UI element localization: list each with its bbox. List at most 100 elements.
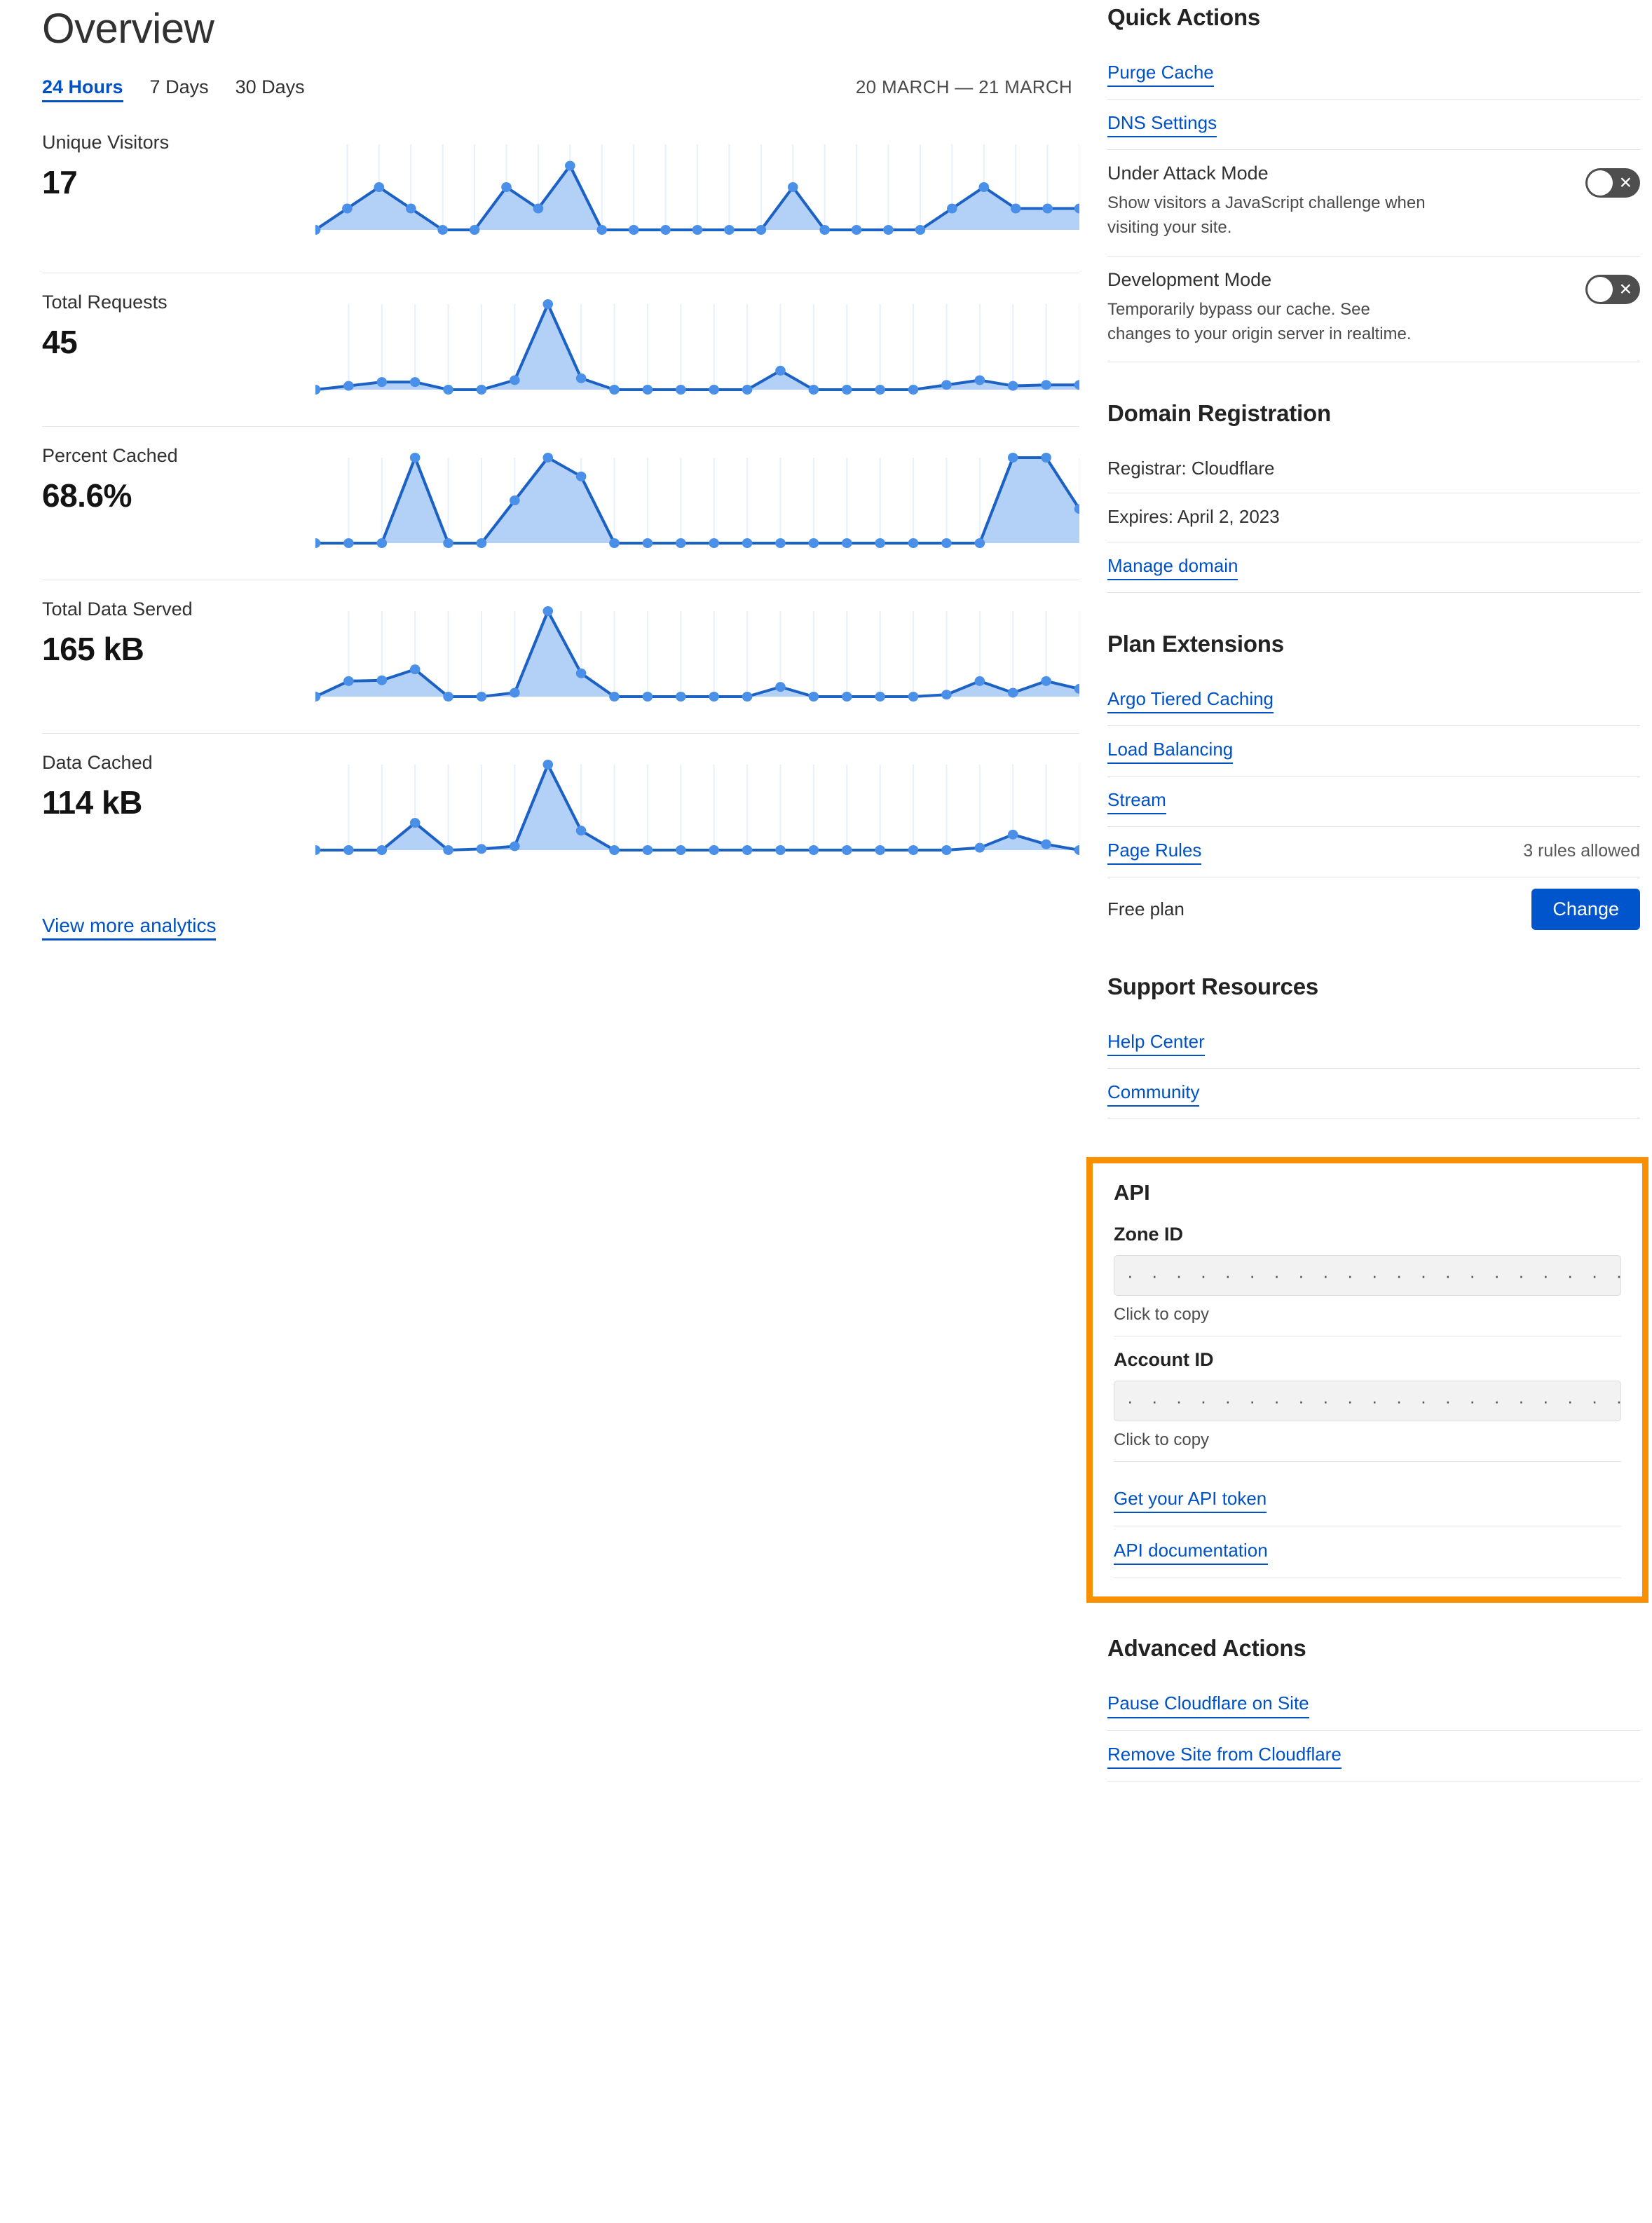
support-row-help-center: Help Center xyxy=(1107,1018,1640,1069)
advanced-actions-panel: Advanced Actions Pause Cloudflare on Sit… xyxy=(1107,1635,1640,1781)
plan-extensions-title: Plan Extensions xyxy=(1107,630,1284,657)
metric-text: Data Cached 114 kB xyxy=(42,749,315,821)
under-attack-mode-row: Under Attack Mode Show visitors a JavaSc… xyxy=(1107,150,1640,256)
metric-value: 17 xyxy=(42,164,78,200)
zone-id-field: Zone ID · · · · · · · · · · · · · · · · … xyxy=(1114,1224,1621,1337)
plan-row-argo-tiered-caching: Argo Tiered Caching xyxy=(1107,676,1640,726)
expires-row: Expires: April 2, 2023 xyxy=(1107,493,1640,542)
get-api-token-link[interactable]: Get your API token xyxy=(1114,1486,1267,1514)
development-mode-row: Development Mode Temporarily bypass our … xyxy=(1107,256,1640,363)
toggle-off-icon: ✕ xyxy=(1618,173,1632,192)
development-mode-description: Temporarily bypass our cache. See change… xyxy=(1107,299,1412,343)
advanced-row-pause: Pause Cloudflare on Site xyxy=(1107,1680,1640,1731)
metric-row-percent-cached: Percent Cached 68.6% xyxy=(42,427,1079,580)
metric-value: 114 kB xyxy=(42,784,142,821)
metric-row-unique-visitors: Unique Visitors 17 xyxy=(42,125,1079,273)
metric-value: 165 kB xyxy=(42,631,144,667)
api-title: API xyxy=(1114,1180,1150,1205)
toggle-knob xyxy=(1588,276,1613,302)
change-plan-button[interactable]: Change xyxy=(1531,889,1640,931)
metric-label: Percent Cached xyxy=(42,445,178,466)
plan-row-load-balancing: Load Balancing xyxy=(1107,726,1640,777)
toggle-off-icon: ✕ xyxy=(1618,280,1632,299)
account-id-copy-hint: Click to copy xyxy=(1114,1421,1621,1463)
metric-value: 68.6% xyxy=(42,477,132,514)
stream-link[interactable]: Stream xyxy=(1107,788,1166,814)
domain-registration-title: Domain Registration xyxy=(1107,400,1331,427)
manage-domain-link[interactable]: Manage domain xyxy=(1107,554,1238,580)
under-attack-mode-description: Show visitors a JavaScript challenge whe… xyxy=(1107,193,1426,237)
page-rules-allowance: 3 rules allowed xyxy=(1523,840,1640,861)
quick-actions-panel: Quick Actions Purge Cache DNS Settings U… xyxy=(1107,4,1640,363)
help-center-link[interactable]: Help Center xyxy=(1107,1030,1205,1057)
account-id-input[interactable]: · · · · · · · · · · · · · · · · · · · · … xyxy=(1114,1381,1621,1422)
quick-action-row-dns-settings: DNS Settings xyxy=(1107,100,1640,151)
expires-value: Expires: April 2, 2023 xyxy=(1107,506,1280,528)
zone-id-copy-hint: Click to copy xyxy=(1114,1296,1621,1337)
tab-24-hours[interactable]: 24 Hours xyxy=(42,76,123,102)
toggle-texts: Development Mode Temporarily bypass our … xyxy=(1107,269,1571,347)
zone-id-input[interactable]: · · · · · · · · · · · · · · · · · · · · … xyxy=(1114,1255,1621,1297)
analytics-column: Overview 24 Hours 7 Days 30 Days 20 MARC… xyxy=(42,0,1079,940)
page-title: Overview xyxy=(42,5,214,52)
plan-row-stream: Stream xyxy=(1107,777,1640,827)
sparkline-total-requests xyxy=(315,289,1079,408)
support-resources-panel: Support Resources Help Center Community xyxy=(1107,973,1640,1120)
timeframe-bar: 24 Hours 7 Days 30 Days 20 MARCH — 21 MA… xyxy=(42,76,1079,102)
sparkline-percent-cached xyxy=(315,442,1079,561)
dns-settings-link[interactable]: DNS Settings xyxy=(1107,111,1217,138)
registrar-value: Registrar: Cloudflare xyxy=(1107,458,1275,479)
remove-site-link[interactable]: Remove Site from Cloudflare xyxy=(1107,1742,1342,1769)
advanced-row-remove: Remove Site from Cloudflare xyxy=(1107,1731,1640,1781)
toggle-knob xyxy=(1588,170,1613,196)
pause-cloudflare-link[interactable]: Pause Cloudflare on Site xyxy=(1107,1691,1309,1718)
quick-actions-title: Quick Actions xyxy=(1107,4,1261,30)
metric-list: Unique Visitors 17 Total Requests 45 Per… xyxy=(42,125,1079,887)
api-row-documentation: API documentation xyxy=(1114,1526,1621,1579)
view-more-wrap: View more analytics xyxy=(42,887,1079,940)
metric-row-data-cached: Data Cached 114 kB xyxy=(42,734,1079,887)
metric-label: Data Cached xyxy=(42,752,153,773)
community-link[interactable]: Community xyxy=(1107,1080,1200,1107)
metric-row-total-requests: Total Requests 45 xyxy=(42,273,1079,427)
load-balancing-link[interactable]: Load Balancing xyxy=(1107,737,1234,764)
metric-label: Total Data Served xyxy=(42,598,193,620)
metric-label: Total Requests xyxy=(42,292,168,313)
current-plan-name: Free plan xyxy=(1107,898,1185,919)
date-range-label: 20 MARCH — 21 MARCH xyxy=(855,76,1072,97)
sparkline-total-data-served xyxy=(315,596,1079,715)
quick-action-row-purge-cache: Purge Cache xyxy=(1107,49,1640,100)
current-plan-row: Free plan Change xyxy=(1107,877,1640,936)
argo-tiered-caching-link[interactable]: Argo Tiered Caching xyxy=(1107,687,1274,713)
api-documentation-link[interactable]: API documentation xyxy=(1114,1538,1268,1566)
support-row-community: Community xyxy=(1107,1069,1640,1120)
api-panel-highlighted: API Zone ID · · · · · · · · · · · · · · … xyxy=(1086,1157,1648,1603)
metric-text: Total Data Served 165 kB xyxy=(42,596,315,668)
sparkline-data-cached xyxy=(315,749,1079,868)
metric-text: Percent Cached 68.6% xyxy=(42,442,315,514)
metric-value: 45 xyxy=(42,324,78,360)
plan-row-page-rules: Page Rules 3 rules allowed xyxy=(1107,827,1640,878)
purge-cache-link[interactable]: Purge Cache xyxy=(1107,60,1214,88)
tab-7-days[interactable]: 7 Days xyxy=(149,76,209,97)
api-row-get-token: Get your API token xyxy=(1114,1475,1621,1527)
tab-30-days[interactable]: 30 Days xyxy=(235,76,305,97)
plan-extensions-panel: Plan Extensions Argo Tiered Caching Load… xyxy=(1107,631,1640,936)
account-id-label: Account ID xyxy=(1114,1349,1214,1371)
domain-registration-panel: Domain Registration Registrar: Cloudflar… xyxy=(1107,400,1640,593)
metric-label: Unique Visitors xyxy=(42,132,170,153)
toggle-texts: Under Attack Mode Show visitors a JavaSc… xyxy=(1107,163,1571,240)
page-rules-link[interactable]: Page Rules xyxy=(1107,838,1202,866)
timeframe-tabs: 24 Hours 7 Days 30 Days xyxy=(42,76,305,102)
under-attack-mode-label: Under Attack Mode xyxy=(1107,163,1269,184)
under-attack-mode-toggle[interactable]: ✕ xyxy=(1585,168,1640,198)
metric-row-total-data-served: Total Data Served 165 kB xyxy=(42,580,1079,734)
advanced-actions-title: Advanced Actions xyxy=(1107,1635,1306,1662)
zone-id-label: Zone ID xyxy=(1114,1224,1183,1245)
support-resources-title: Support Resources xyxy=(1107,973,1318,1000)
view-more-analytics-link[interactable]: View more analytics xyxy=(42,915,217,940)
development-mode-toggle[interactable]: ✕ xyxy=(1585,274,1640,304)
sparkline-unique-visitors xyxy=(315,129,1079,248)
metric-text: Unique Visitors 17 xyxy=(42,129,315,201)
